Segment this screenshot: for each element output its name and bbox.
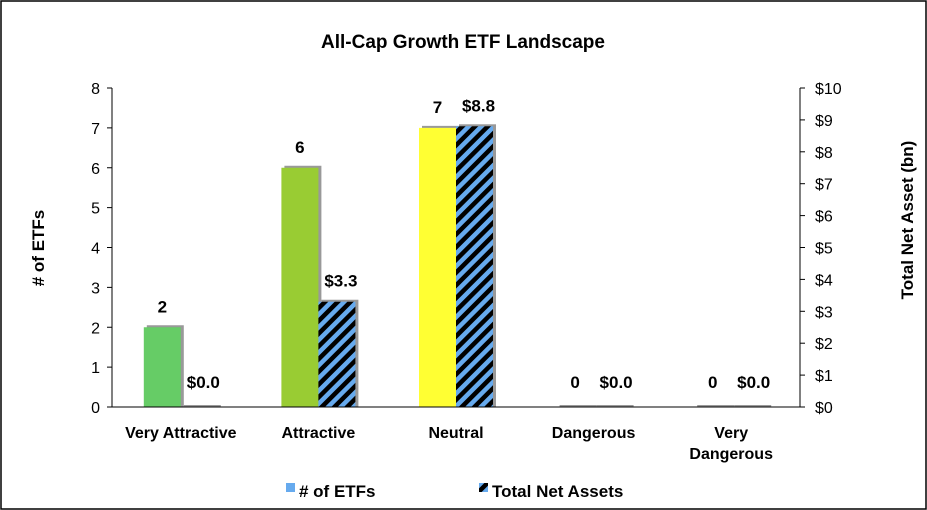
data-label-total-net-assets: $3.3 bbox=[324, 272, 357, 291]
category-labels: Very Attractive Attractive Neutral Dangerou… bbox=[125, 425, 773, 463]
category-label: Neutral bbox=[428, 425, 483, 442]
y2-tick-label: $7 bbox=[815, 177, 833, 194]
category-label: Very Attractive bbox=[125, 425, 237, 442]
bar-total-net-assets bbox=[456, 126, 493, 407]
bar-shadow bbox=[697, 405, 735, 407]
category-label: Very bbox=[714, 425, 748, 442]
data-label-etfs: 7 bbox=[433, 98, 442, 117]
data-label-total-net-assets: $0.0 bbox=[600, 373, 633, 392]
data-label-etfs: 0 bbox=[570, 373, 579, 392]
bar-etfs bbox=[419, 127, 456, 407]
y-tick-label: 3 bbox=[91, 280, 100, 297]
data-labels: 2 $0.0 6 $3.3 7 $8.8 0 $0.0 0 $0.0 bbox=[158, 96, 771, 392]
bar-total-net-assets bbox=[318, 301, 356, 407]
chart-title: All-Cap Growth ETF Landscape bbox=[321, 32, 605, 53]
y2-tick-label: $3 bbox=[815, 304, 833, 321]
data-label-total-net-assets: $0.0 bbox=[187, 373, 220, 392]
y-tick-label: 8 bbox=[91, 81, 100, 98]
y-tick-label: 6 bbox=[91, 161, 100, 178]
y-tick-label: 4 bbox=[91, 241, 100, 258]
y-tick-label: 2 bbox=[91, 320, 100, 337]
data-label-etfs: 2 bbox=[158, 297, 167, 316]
y-tick-label: 0 bbox=[91, 400, 100, 417]
data-label-total-net-assets: $8.8 bbox=[462, 96, 495, 115]
category-label: Dangerous bbox=[552, 425, 636, 442]
y2-tick-label: $6 bbox=[815, 209, 833, 226]
bars bbox=[143, 124, 772, 407]
bar-shadow bbox=[183, 405, 221, 407]
data-label-etfs: 0 bbox=[708, 373, 717, 392]
bar-etfs bbox=[281, 167, 319, 407]
bar-etfs bbox=[143, 327, 181, 407]
y2-tick-label: $10 bbox=[815, 81, 842, 98]
legend-label-tna: Total Net Assets bbox=[492, 482, 623, 501]
y2-axis-label: Total Net Asset (bn) bbox=[898, 141, 917, 300]
category-label: Attractive bbox=[281, 425, 355, 442]
y2-axis-ticks: $0 $1 $2 $3 $4 $5 $6 $7 $8 $9 $10 bbox=[800, 81, 842, 417]
y-tick-label: 5 bbox=[91, 201, 100, 218]
y-tick-label: 7 bbox=[91, 121, 100, 138]
y-tick-label: 1 bbox=[91, 360, 100, 377]
y-axis-label: # of ETFs bbox=[29, 210, 48, 287]
legend: # of ETFs Total Net Assets bbox=[286, 482, 623, 501]
y2-tick-label: $5 bbox=[815, 241, 833, 258]
category-label: Dangerous bbox=[689, 446, 773, 463]
legend-label-etfs: # of ETFs bbox=[299, 482, 376, 501]
y2-tick-label: $4 bbox=[815, 272, 833, 289]
bar-shadow bbox=[596, 405, 634, 407]
y-axis-ticks: 0 1 2 3 4 5 6 7 8 bbox=[91, 81, 112, 417]
legend-swatch-tna bbox=[479, 483, 488, 492]
y2-tick-label: $0 bbox=[815, 400, 833, 417]
y2-tick-label: $8 bbox=[815, 145, 833, 162]
y2-tick-label: $2 bbox=[815, 336, 833, 353]
y2-tick-label: $9 bbox=[815, 113, 833, 130]
legend-swatch-etfs bbox=[286, 483, 295, 492]
data-label-etfs: 6 bbox=[295, 138, 304, 157]
data-label-total-net-assets: $0.0 bbox=[737, 373, 770, 392]
bar-shadow bbox=[559, 405, 597, 407]
y2-tick-label: $1 bbox=[815, 368, 833, 385]
bar-shadow bbox=[734, 405, 772, 407]
